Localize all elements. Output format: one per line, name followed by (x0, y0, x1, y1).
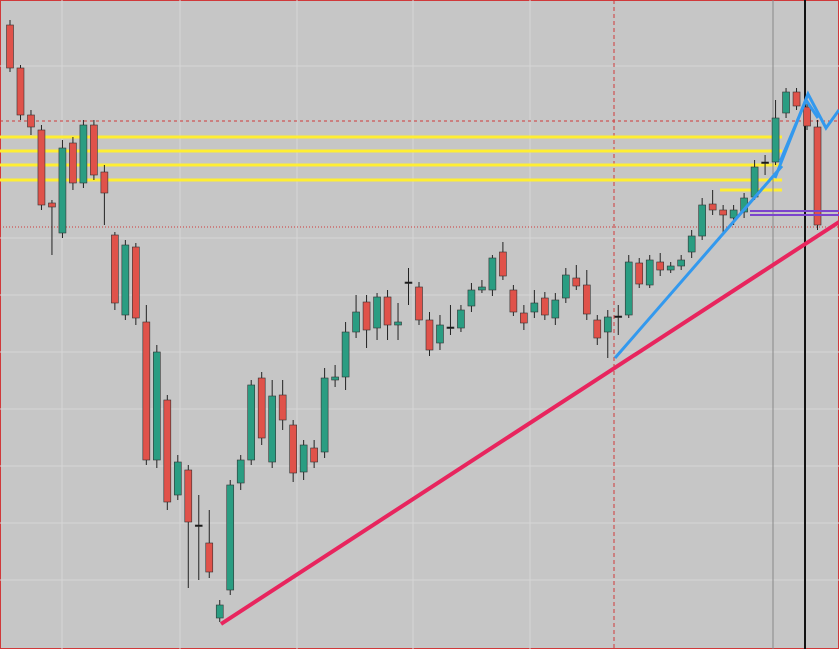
candle-body (478, 286, 486, 291)
candle-body (761, 161, 769, 164)
candle-body (457, 309, 465, 329)
candle-body (467, 289, 476, 307)
candle-body (90, 124, 98, 176)
candle-body (278, 394, 287, 421)
candle-body (194, 524, 203, 527)
candle-body (247, 384, 256, 461)
candle-body (320, 377, 329, 453)
candle-body (215, 604, 224, 619)
candle-body (341, 331, 350, 378)
candle-body (509, 289, 518, 313)
candle-body (792, 91, 801, 107)
candle-body (184, 469, 193, 523)
trend-line (778, 96, 820, 163)
candle-body (153, 351, 161, 461)
candle-body (813, 126, 822, 226)
candle-body (551, 299, 560, 319)
candle-body (499, 251, 507, 277)
trend-line (613, 165, 784, 359)
candle-body (582, 284, 591, 315)
candle-body (488, 257, 497, 291)
candle-body (236, 459, 245, 484)
candle-body (37, 129, 46, 206)
candle-body (121, 244, 130, 316)
candle-body (530, 302, 539, 313)
candle-body (415, 286, 423, 321)
support-line (219, 220, 839, 626)
candle-body (645, 259, 654, 286)
candle-body (677, 259, 685, 267)
channel-lines (750, 210, 839, 216)
candle-body (16, 67, 25, 116)
candle-body (708, 203, 717, 211)
candle-body (362, 301, 371, 331)
candle-body (163, 399, 172, 503)
candle-body (572, 277, 581, 287)
candle-body (436, 324, 444, 344)
candle-body (383, 296, 392, 326)
candle-body (520, 312, 528, 324)
candle-body (352, 311, 360, 333)
candle-body (111, 234, 119, 304)
candle-body (132, 246, 140, 319)
candle-body (635, 262, 644, 285)
candle-body (373, 296, 381, 329)
zone-lines (0, 135, 782, 192)
candle-body (656, 261, 665, 271)
candle-body (687, 235, 696, 253)
candle-body (394, 321, 402, 326)
trend-lines (613, 90, 839, 359)
candle-body (425, 319, 434, 351)
candle-body (603, 316, 612, 333)
candle-body (782, 91, 790, 114)
candle-body (173, 461, 182, 496)
candle-body (698, 204, 706, 237)
candle-body (6, 24, 14, 69)
candle-body (257, 377, 266, 439)
candle-body (79, 124, 88, 184)
candle-body (310, 447, 318, 463)
candle-body (541, 297, 549, 316)
candle-body (614, 315, 623, 318)
candle-body (666, 265, 675, 271)
candle-body (593, 319, 602, 339)
candle-body (803, 106, 811, 127)
candle-body (142, 321, 151, 461)
candles (6, 20, 822, 622)
candle-body (100, 171, 109, 194)
candle-body (226, 484, 235, 591)
candle-body (719, 209, 727, 216)
candle-body (205, 542, 214, 573)
candle-body (69, 142, 77, 184)
candle-body (446, 326, 455, 329)
candle-body (289, 424, 297, 474)
candle-body (331, 376, 339, 381)
candle-body (48, 202, 56, 208)
candle-body (729, 209, 738, 219)
candle-body (771, 117, 780, 163)
candle-body (27, 114, 35, 128)
candle-body (404, 281, 413, 284)
candle-body (624, 261, 633, 316)
candle-body (562, 274, 570, 299)
candle-body (268, 395, 276, 463)
candle-body (299, 444, 308, 473)
candle-body (58, 147, 67, 234)
